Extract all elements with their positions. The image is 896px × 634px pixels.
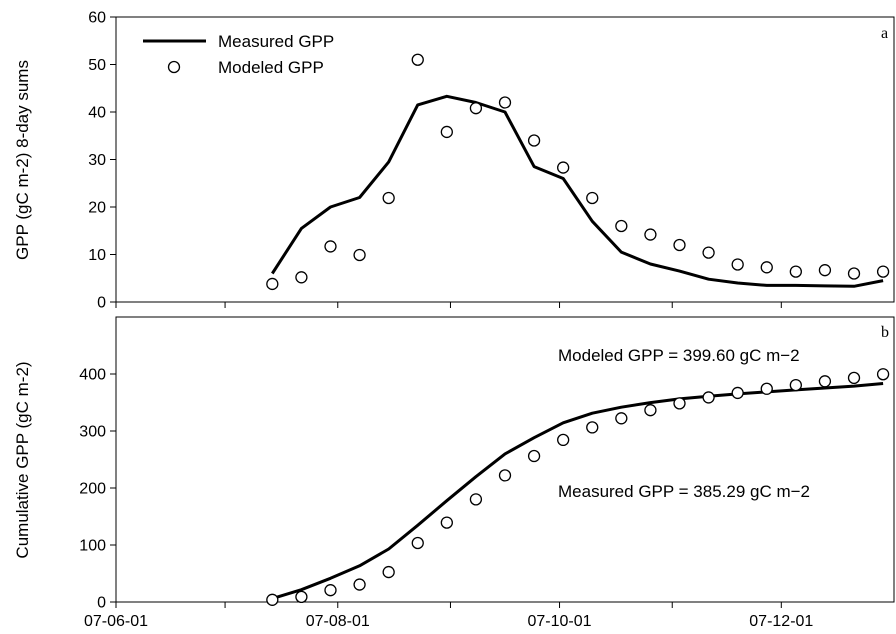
panel-b-modeled-point-16 [732,387,743,398]
panel-b-x-ticks: 07-06-01 07-08-01 07-10-01 07-12-01 [84,602,813,630]
legend: Measured GPP Modeled GPP [143,32,334,77]
panel-b-modeled-point-17 [761,383,772,394]
panel-b: b Cumulative GPP (gC m-2) 0100200300400 … [13,317,894,630]
panel-b-modeled-point-7 [470,494,481,505]
panel-a-modeled-point-6 [441,126,452,137]
legend-modeled-label: Modeled GPP [218,58,324,77]
panel-a-modeled-point-1 [296,272,307,283]
panel-a-modeled-point-16 [732,259,743,270]
panel-b-modeled-point-5 [412,538,423,549]
panel-a-modeled-point-0 [267,278,278,289]
panel-a-modeled-point-15 [703,247,714,258]
panel-b-x-tick-label-2: 07-10-01 [528,613,592,630]
panel-b-x-tick-label-1: 07-08-01 [306,613,370,630]
panel-b-modeled-point-3 [354,579,365,590]
panel-a-modeled-point-20 [849,268,860,279]
panel-b-modeled-point-6 [441,517,452,528]
panel-a-modeled-point-12 [616,221,627,232]
annotation-measured-total: Measured GPP = 385.29 gC m−2 [558,482,810,501]
panel-a: a GPP (gC m-2) 8-day sums 0102030405060 … [13,10,894,312]
legend-measured-label: Measured GPP [218,32,334,51]
panel-a-modeled-point-14 [674,240,685,251]
panel-b-modeled-point-1 [296,591,307,602]
panel-a-y-tick-label-1: 10 [88,247,106,264]
panel-a-modeled-point-7 [470,103,481,114]
panel-b-modeled-point-2 [325,585,336,596]
panel-a-label: a [881,25,888,42]
panel-b-modeled-point-9 [529,451,540,462]
panel-a-modeled-point-5 [412,54,423,65]
panel-b-modeled-point-18 [790,380,801,391]
panel-a-modeled-point-18 [790,266,801,277]
panel-b-modeled-point-12 [616,413,627,424]
panel-a-modeled-gpp-markers [267,54,889,289]
annotation-modeled-total: Modeled GPP = 399.60 gC m−2 [558,346,800,365]
panel-b-modeled-point-21 [878,369,889,380]
panel-b-modeled-point-19 [819,376,830,387]
panel-a-y-tick-label-4: 40 [88,105,106,122]
panel-a-x-ticks [116,302,781,308]
panel-a-modeled-point-4 [383,192,394,203]
panel-b-y-axis-title: Cumulative GPP (gC m-2) [13,361,32,558]
panel-b-modeled-point-13 [645,405,656,416]
panel-a-y-tick-label-3: 30 [88,152,106,169]
panel-a-y-axis-title: GPP (gC m-2) 8-day sums [13,60,32,260]
panel-b-modeled-point-14 [674,398,685,409]
panel-a-modeled-point-9 [529,135,540,146]
panel-b-y-tick-label-0: 0 [97,595,106,612]
panel-b-modeled-point-0 [267,594,278,605]
panel-a-modeled-point-11 [587,192,598,203]
panel-a-y-tick-label-2: 20 [88,200,106,217]
panel-a-modeled-point-10 [558,162,569,173]
panel-a-modeled-point-21 [878,266,889,277]
panel-b-y-tick-label-1: 100 [79,538,106,555]
panel-a-modeled-point-2 [325,241,336,252]
panel-b-label: b [881,324,889,341]
legend-modeled-swatch [169,62,180,73]
panel-a-modeled-point-19 [819,265,830,276]
panel-b-modeled-point-8 [500,470,511,481]
panel-a-y-tick-label-0: 0 [97,295,106,312]
panel-b-modeled-point-20 [849,372,860,383]
panel-a-y-ticks: 0 10 20 30 40 50 60 [88,10,116,312]
panel-a-modeled-point-8 [500,97,511,108]
panel-a-y-tick-label-6: 60 [88,10,106,27]
panel-a-modeled-point-13 [645,229,656,240]
panel-b-x-tick-label-0: 07-06-01 [84,613,148,630]
panel-b-y-ticks: 0 100 200 300 400 [79,367,116,612]
panel-b-modeled-point-4 [383,567,394,578]
panel-b-modeled-point-11 [587,422,598,433]
panel-a-modeled-point-17 [761,262,772,273]
panel-b-modeled-point-10 [558,434,569,445]
panel-a-modeled-point-3 [354,249,365,260]
panel-b-y-tick-label-2: 200 [79,481,106,498]
panel-a-y-tick-label-5: 50 [88,57,106,74]
panel-b-x-tick-label-3: 07-12-01 [749,613,813,630]
panel-b-y-tick-label-4: 400 [79,367,106,384]
panel-b-y-tick-label-3: 300 [79,424,106,441]
panel-b-modeled-point-15 [703,392,714,403]
